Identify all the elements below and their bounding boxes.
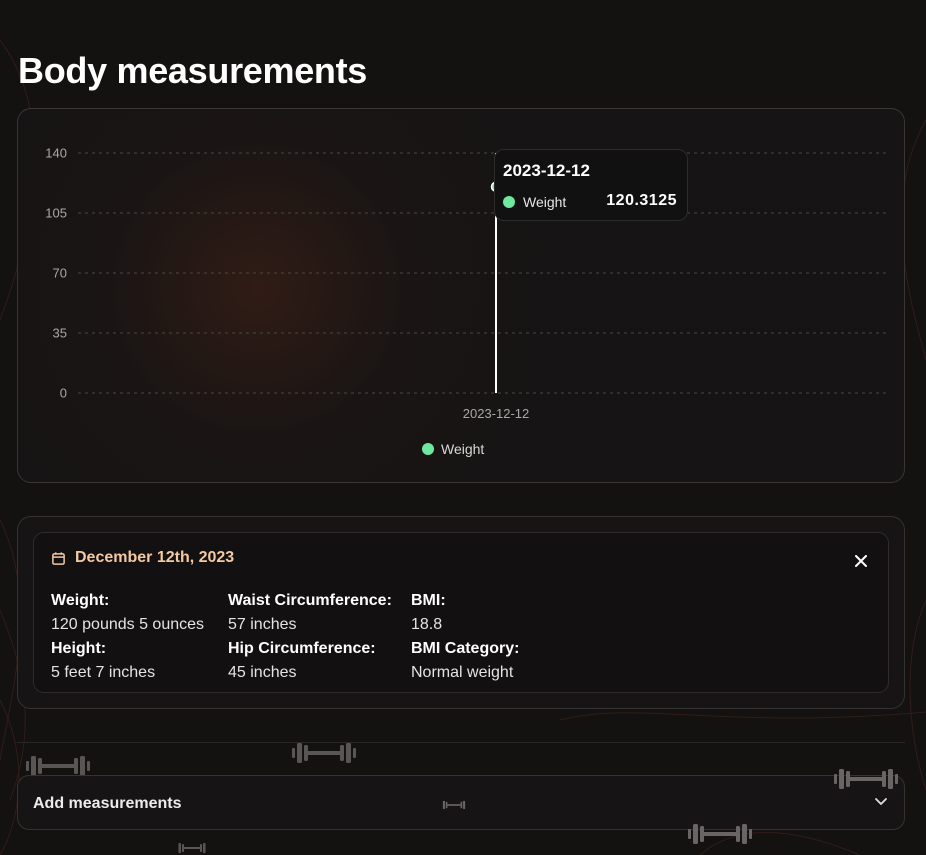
close-icon: [855, 555, 867, 567]
dumbbell-icon: [26, 756, 90, 776]
dumbbell-icon: [834, 769, 898, 789]
details-column-2: Waist Circumference: 57 inches Hip Circu…: [228, 589, 392, 685]
dumbbell-icon: [178, 843, 206, 853]
legend-weight-dot: [422, 443, 434, 455]
tooltip-date: 2023-12-12: [503, 161, 590, 180]
hip-label: Hip Circumference:: [228, 640, 376, 657]
waist-label: Waist Circumference:: [228, 592, 392, 609]
legend-weight-label: Weight: [441, 441, 485, 457]
measurement-details-panel: December 12th, 2023 Weight: 120 pounds 5…: [17, 516, 905, 709]
x-tick-label: 2023-12-12: [463, 406, 530, 421]
hip-value: 45 inches: [228, 664, 297, 681]
chevron-down-icon: [875, 798, 887, 805]
entry-date-row: December 12th, 2023: [51, 549, 234, 567]
measurement-entry-card: December 12th, 2023 Weight: 120 pounds 5…: [33, 532, 889, 693]
page-title: Body measurements: [18, 50, 368, 91]
details-column-1: Weight: 120 pounds 5 ounces Height: 5 fe…: [51, 589, 204, 685]
tooltip-series-dot: [503, 196, 515, 208]
add-measurements-label: Add measurements: [33, 795, 182, 812]
waist-value: 57 inches: [228, 616, 297, 633]
details-column-3: BMI: 18.8 BMI Category: Normal weight: [411, 589, 519, 685]
height-value: 5 feet 7 inches: [51, 664, 156, 681]
chart-tooltip: 2023-12-12 Weight 120.3125: [494, 149, 688, 221]
y-tick-label: 35: [53, 326, 67, 341]
weight-label: Weight:: [51, 592, 110, 609]
y-tick-label: 140: [45, 146, 67, 161]
chart-legend[interactable]: Weight: [422, 441, 484, 457]
calendar-icon: [52, 551, 65, 565]
bmi-value: 18.8: [411, 616, 443, 633]
tooltip-value: 120.3125: [606, 192, 677, 209]
close-button[interactable]: [849, 549, 873, 573]
weight-chart-card: 140 105 70 35 0 2023-12-12 2023-12-12 Weight…: [17, 108, 905, 483]
height-label: Height:: [51, 640, 107, 657]
tooltip-series-name: Weight: [523, 194, 567, 210]
entry-date: December 12th, 2023: [75, 549, 235, 566]
bmi-label: BMI:: [411, 592, 446, 609]
bmi-category-label: BMI Category:: [411, 640, 520, 657]
dumbbell-icon: [442, 800, 466, 810]
y-tick-label: 70: [53, 266, 67, 281]
section-divider: [17, 742, 905, 743]
y-tick-label: 0: [60, 386, 67, 401]
weight-value: 120 pounds 5 ounces: [51, 616, 205, 633]
dumbbell-icon: [292, 743, 356, 763]
dumbbell-icon: [688, 824, 752, 844]
y-tick-label: 105: [45, 206, 67, 221]
weight-chart[interactable]: 140 105 70 35 0 2023-12-12: [18, 109, 905, 483]
bmi-category-value: Normal weight: [411, 664, 514, 681]
